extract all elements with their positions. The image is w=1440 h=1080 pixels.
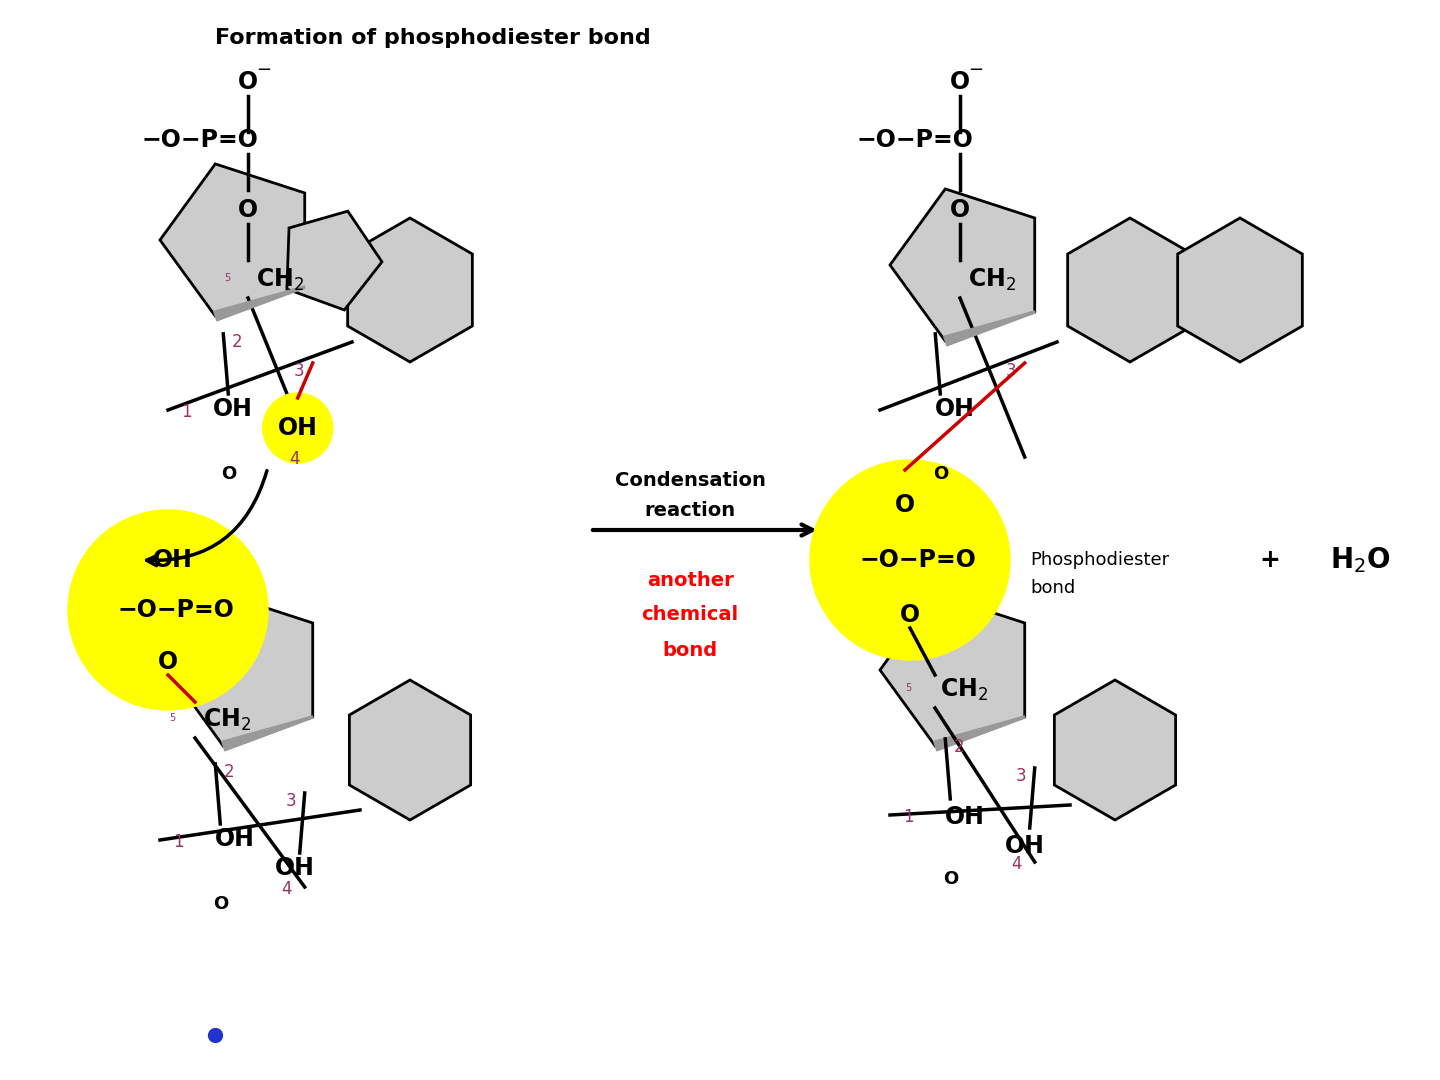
- Text: O: O: [900, 603, 920, 627]
- Text: OH: OH: [1005, 834, 1044, 858]
- Text: CH$_2$: CH$_2$: [940, 677, 988, 703]
- Text: another: another: [647, 570, 733, 590]
- Text: OH: OH: [278, 416, 318, 440]
- Text: O: O: [943, 870, 958, 888]
- Text: −: −: [256, 60, 272, 79]
- Text: chemical: chemical: [641, 606, 739, 624]
- Text: OH: OH: [945, 805, 985, 829]
- FancyArrowPatch shape: [147, 471, 266, 566]
- Text: H$_2$O: H$_2$O: [1329, 545, 1391, 575]
- Text: CH$_2$: CH$_2$: [968, 267, 1017, 293]
- Text: Formation of phosphodiester bond: Formation of phosphodiester bond: [215, 28, 651, 48]
- Text: CH$_2$: CH$_2$: [203, 707, 251, 733]
- Text: reaction: reaction: [645, 500, 736, 519]
- Text: O: O: [158, 650, 179, 674]
- Text: −O−P=O: −O−P=O: [857, 129, 973, 152]
- Text: $^5$: $^5$: [225, 273, 232, 287]
- Polygon shape: [160, 164, 305, 316]
- Text: O: O: [950, 198, 971, 222]
- Text: O: O: [220, 465, 236, 483]
- Polygon shape: [1178, 218, 1302, 362]
- Polygon shape: [347, 218, 472, 362]
- Text: 2: 2: [953, 738, 965, 756]
- Circle shape: [809, 460, 1009, 660]
- Circle shape: [262, 393, 333, 463]
- Text: Condensation: Condensation: [615, 471, 766, 489]
- Text: 2: 2: [225, 762, 235, 781]
- Text: O: O: [238, 70, 258, 94]
- Text: $^5$: $^5$: [170, 713, 177, 727]
- Text: 1: 1: [173, 833, 183, 851]
- Polygon shape: [1067, 218, 1192, 362]
- Text: 1: 1: [180, 403, 192, 421]
- Text: O: O: [933, 465, 948, 483]
- Text: O: O: [950, 70, 971, 94]
- Text: O: O: [894, 492, 914, 517]
- Polygon shape: [222, 716, 312, 751]
- Polygon shape: [350, 680, 471, 820]
- Polygon shape: [168, 594, 312, 746]
- Text: 4: 4: [289, 450, 300, 468]
- Polygon shape: [287, 211, 382, 310]
- Text: +: +: [1260, 548, 1280, 572]
- Polygon shape: [933, 716, 1025, 751]
- Text: 3: 3: [1005, 362, 1017, 380]
- Text: OH: OH: [936, 397, 975, 421]
- Text: 3: 3: [294, 362, 304, 380]
- Polygon shape: [880, 594, 1025, 746]
- Text: $^5$: $^5$: [906, 683, 913, 697]
- Text: OH: OH: [216, 827, 255, 851]
- Text: −O−P=O: −O−P=O: [118, 598, 235, 622]
- Text: 4: 4: [281, 880, 292, 899]
- Polygon shape: [943, 311, 1035, 346]
- Text: 3: 3: [1015, 767, 1027, 785]
- Text: 2: 2: [232, 333, 242, 351]
- Text: O: O: [213, 895, 228, 913]
- Polygon shape: [213, 286, 305, 321]
- Text: OH: OH: [153, 548, 193, 572]
- Text: −O−P=O: −O−P=O: [141, 129, 258, 152]
- Text: bond: bond: [1030, 579, 1076, 597]
- Text: OH: OH: [275, 856, 315, 880]
- Polygon shape: [1054, 680, 1175, 820]
- Circle shape: [68, 510, 268, 710]
- Text: OH: OH: [213, 397, 253, 421]
- Text: O: O: [238, 198, 258, 222]
- Text: Phosphodiester: Phosphodiester: [1030, 551, 1169, 569]
- Text: bond: bond: [662, 640, 717, 660]
- Text: −O−P=O: −O−P=O: [860, 548, 976, 572]
- Text: −: −: [969, 60, 984, 79]
- Text: CH$_2$: CH$_2$: [256, 267, 304, 293]
- Text: 4: 4: [1011, 855, 1022, 873]
- Polygon shape: [890, 189, 1035, 341]
- Text: 3: 3: [285, 792, 297, 810]
- Text: 1: 1: [903, 808, 913, 826]
